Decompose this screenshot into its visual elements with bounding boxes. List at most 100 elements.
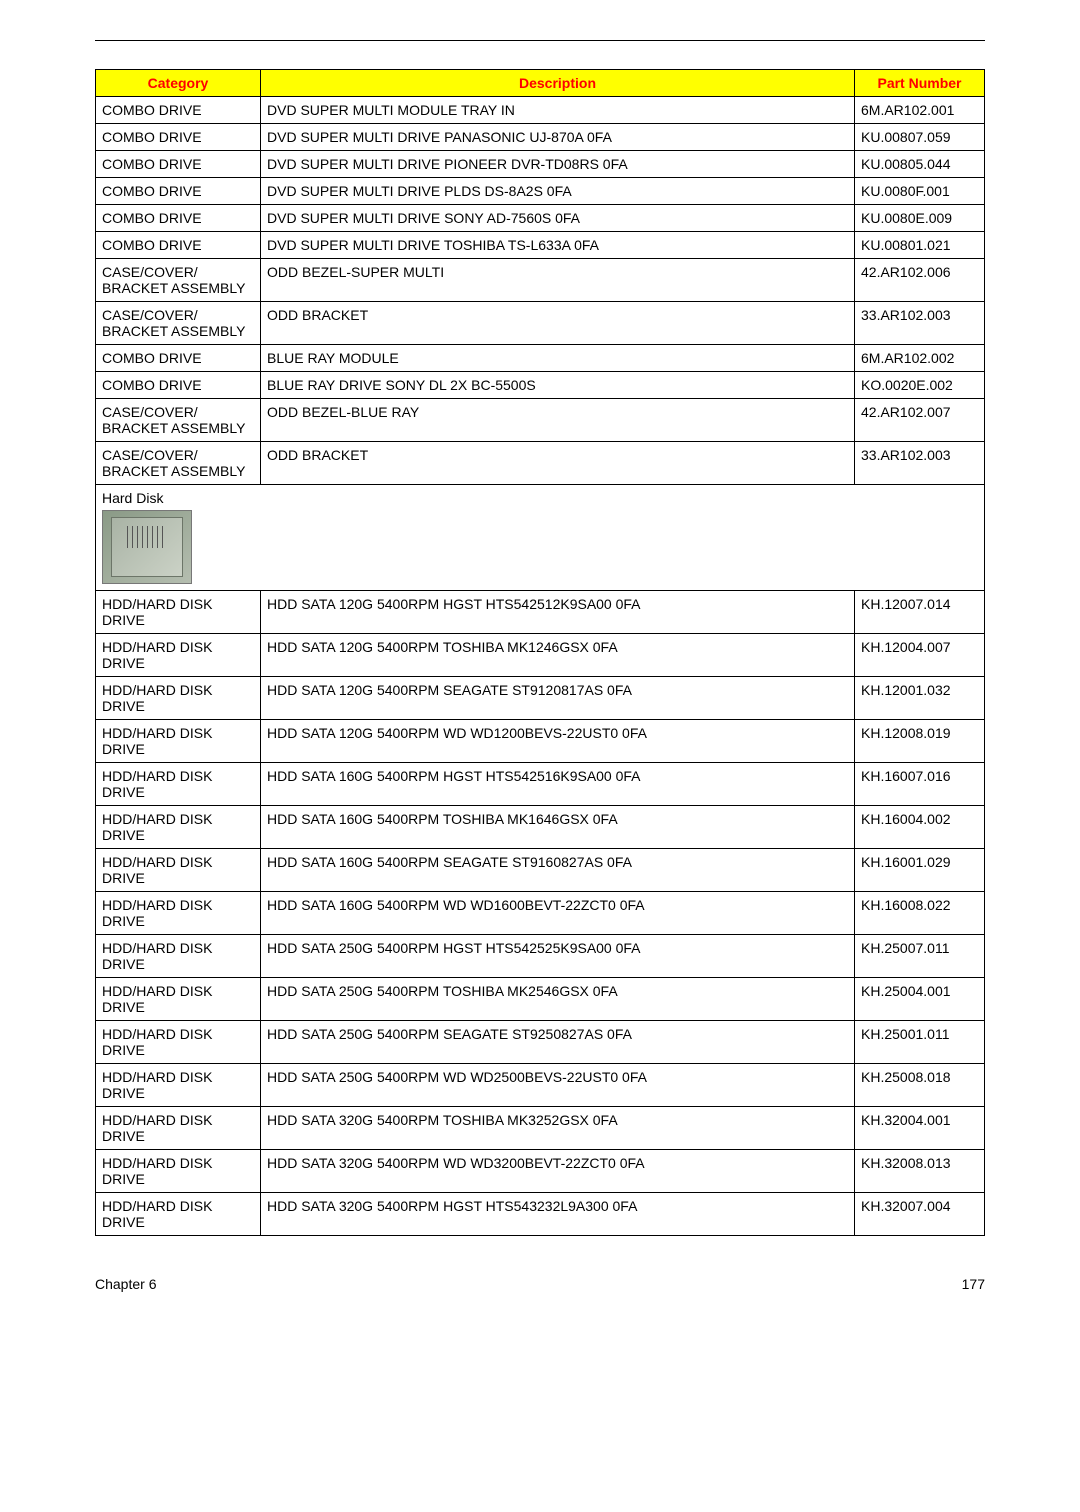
- cell-category: COMBO DRIVE: [96, 97, 261, 124]
- cell-part-number: KU.00805.044: [855, 151, 985, 178]
- cell-part-number: KH.32004.001: [855, 1107, 985, 1150]
- cell-part-number: KH.12001.032: [855, 677, 985, 720]
- cell-category: HDD/HARD DISK DRIVE: [96, 892, 261, 935]
- cell-description: ODD BRACKET: [261, 302, 855, 345]
- cell-description: DVD SUPER MULTI DRIVE PLDS DS-8A2S 0FA: [261, 178, 855, 205]
- cell-category: COMBO DRIVE: [96, 232, 261, 259]
- cell-part-number: KH.16004.002: [855, 806, 985, 849]
- cell-category: CASE/COVER/ BRACKET ASSEMBLY: [96, 302, 261, 345]
- cell-description: HDD SATA 320G 5400RPM HGST HTS543232L9A3…: [261, 1193, 855, 1236]
- cell-part-number: 6M.AR102.001: [855, 97, 985, 124]
- cell-description: HDD SATA 120G 5400RPM TOSHIBA MK1246GSX …: [261, 634, 855, 677]
- cell-part-number: KU.0080E.009: [855, 205, 985, 232]
- section-break-cell: Hard Disk: [96, 485, 985, 591]
- cell-category: HDD/HARD DISK DRIVE: [96, 634, 261, 677]
- cell-description: HDD SATA 120G 5400RPM SEAGATE ST9120817A…: [261, 677, 855, 720]
- cell-part-number: KO.0020E.002: [855, 372, 985, 399]
- table-row: HDD/HARD DISK DRIVEHDD SATA 250G 5400RPM…: [96, 1021, 985, 1064]
- top-rule: [95, 40, 985, 41]
- cell-description: HDD SATA 250G 5400RPM HGST HTS542525K9SA…: [261, 935, 855, 978]
- hard-disk-icon: [102, 510, 192, 584]
- cell-description: HDD SATA 120G 5400RPM WD WD1200BEVS-22US…: [261, 720, 855, 763]
- cell-category: HDD/HARD DISK DRIVE: [96, 720, 261, 763]
- cell-category: HDD/HARD DISK DRIVE: [96, 806, 261, 849]
- parts-table: Category Description Part Number COMBO D…: [95, 69, 985, 1236]
- table-row: COMBO DRIVEDVD SUPER MULTI DRIVE PANASON…: [96, 124, 985, 151]
- table-row: COMBO DRIVEDVD SUPER MULTI DRIVE SONY AD…: [96, 205, 985, 232]
- col-header-description: Description: [261, 70, 855, 97]
- table-row: HDD/HARD DISK DRIVEHDD SATA 320G 5400RPM…: [96, 1193, 985, 1236]
- table-row: COMBO DRIVEDVD SUPER MULTI DRIVE PLDS DS…: [96, 178, 985, 205]
- cell-category: HDD/HARD DISK DRIVE: [96, 1021, 261, 1064]
- cell-category: HDD/HARD DISK DRIVE: [96, 1150, 261, 1193]
- cell-category: HDD/HARD DISK DRIVE: [96, 935, 261, 978]
- cell-category: COMBO DRIVE: [96, 205, 261, 232]
- col-header-part-number: Part Number: [855, 70, 985, 97]
- cell-description: HDD SATA 160G 5400RPM TOSHIBA MK1646GSX …: [261, 806, 855, 849]
- cell-part-number: 42.AR102.006: [855, 259, 985, 302]
- table-row: HDD/HARD DISK DRIVEHDD SATA 250G 5400RPM…: [96, 978, 985, 1021]
- cell-description: HDD SATA 250G 5400RPM TOSHIBA MK2546GSX …: [261, 978, 855, 1021]
- cell-part-number: KU.00807.059: [855, 124, 985, 151]
- section-break-image-wrap: [96, 510, 984, 590]
- cell-category: COMBO DRIVE: [96, 372, 261, 399]
- page-footer: Chapter 6 177: [95, 1276, 985, 1292]
- cell-description: ODD BRACKET: [261, 442, 855, 485]
- cell-part-number: KU.00801.021: [855, 232, 985, 259]
- table-row: COMBO DRIVEDVD SUPER MULTI DRIVE PIONEER…: [96, 151, 985, 178]
- cell-category: CASE/COVER/ BRACKET ASSEMBLY: [96, 399, 261, 442]
- cell-part-number: KH.25007.011: [855, 935, 985, 978]
- table-row: HDD/HARD DISK DRIVEHDD SATA 160G 5400RPM…: [96, 892, 985, 935]
- cell-part-number: KH.25001.011: [855, 1021, 985, 1064]
- table-row: HDD/HARD DISK DRIVEHDD SATA 160G 5400RPM…: [96, 806, 985, 849]
- cell-description: HDD SATA 160G 5400RPM HGST HTS542516K9SA…: [261, 763, 855, 806]
- table-row: HDD/HARD DISK DRIVEHDD SATA 160G 5400RPM…: [96, 763, 985, 806]
- cell-part-number: KH.12007.014: [855, 591, 985, 634]
- cell-part-number: 33.AR102.003: [855, 302, 985, 345]
- cell-part-number: KH.12004.007: [855, 634, 985, 677]
- section-break-label: Hard Disk: [96, 485, 984, 510]
- cell-description: BLUE RAY MODULE: [261, 345, 855, 372]
- table-row: HDD/HARD DISK DRIVEHDD SATA 250G 5400RPM…: [96, 935, 985, 978]
- table-row: COMBO DRIVEDVD SUPER MULTI DRIVE TOSHIBA…: [96, 232, 985, 259]
- cell-category: COMBO DRIVE: [96, 345, 261, 372]
- table-row: CASE/COVER/ BRACKET ASSEMBLYODD BRACKET3…: [96, 302, 985, 345]
- cell-category: HDD/HARD DISK DRIVE: [96, 978, 261, 1021]
- cell-part-number: KU.0080F.001: [855, 178, 985, 205]
- table-row: HDD/HARD DISK DRIVEHDD SATA 320G 5400RPM…: [96, 1150, 985, 1193]
- cell-description: ODD BEZEL-BLUE RAY: [261, 399, 855, 442]
- cell-part-number: 42.AR102.007: [855, 399, 985, 442]
- cell-category: COMBO DRIVE: [96, 151, 261, 178]
- table-row: COMBO DRIVEDVD SUPER MULTI MODULE TRAY I…: [96, 97, 985, 124]
- footer-chapter: Chapter 6: [95, 1276, 156, 1292]
- cell-part-number: KH.25008.018: [855, 1064, 985, 1107]
- cell-category: CASE/COVER/ BRACKET ASSEMBLY: [96, 442, 261, 485]
- cell-category: HDD/HARD DISK DRIVE: [96, 1107, 261, 1150]
- cell-description: DVD SUPER MULTI DRIVE PIONEER DVR-TD08RS…: [261, 151, 855, 178]
- cell-description: DVD SUPER MULTI MODULE TRAY IN: [261, 97, 855, 124]
- cell-category: HDD/HARD DISK DRIVE: [96, 1064, 261, 1107]
- cell-category: COMBO DRIVE: [96, 124, 261, 151]
- cell-description: BLUE RAY DRIVE SONY DL 2X BC-5500S: [261, 372, 855, 399]
- cell-category: HDD/HARD DISK DRIVE: [96, 677, 261, 720]
- cell-part-number: KH.16008.022: [855, 892, 985, 935]
- table-row: HDD/HARD DISK DRIVEHDD SATA 160G 5400RPM…: [96, 849, 985, 892]
- cell-description: DVD SUPER MULTI DRIVE PANASONIC UJ-870A …: [261, 124, 855, 151]
- col-header-category: Category: [96, 70, 261, 97]
- cell-description: DVD SUPER MULTI DRIVE TOSHIBA TS-L633A 0…: [261, 232, 855, 259]
- cell-part-number: KH.16001.029: [855, 849, 985, 892]
- cell-category: COMBO DRIVE: [96, 178, 261, 205]
- table-row: CASE/COVER/ BRACKET ASSEMBLYODD BEZEL-BL…: [96, 399, 985, 442]
- table-row: COMBO DRIVEBLUE RAY DRIVE SONY DL 2X BC-…: [96, 372, 985, 399]
- cell-description: HDD SATA 250G 5400RPM SEAGATE ST9250827A…: [261, 1021, 855, 1064]
- cell-part-number: KH.16007.016: [855, 763, 985, 806]
- cell-category: HDD/HARD DISK DRIVE: [96, 1193, 261, 1236]
- cell-part-number: KH.32007.004: [855, 1193, 985, 1236]
- cell-description: ODD BEZEL-SUPER MULTI: [261, 259, 855, 302]
- footer-page-number: 177: [962, 1276, 985, 1292]
- table-body: COMBO DRIVEDVD SUPER MULTI MODULE TRAY I…: [96, 97, 985, 1236]
- cell-part-number: 33.AR102.003: [855, 442, 985, 485]
- cell-description: HDD SATA 320G 5400RPM TOSHIBA MK3252GSX …: [261, 1107, 855, 1150]
- table-row: HDD/HARD DISK DRIVEHDD SATA 320G 5400RPM…: [96, 1107, 985, 1150]
- table-row: HDD/HARD DISK DRIVEHDD SATA 120G 5400RPM…: [96, 634, 985, 677]
